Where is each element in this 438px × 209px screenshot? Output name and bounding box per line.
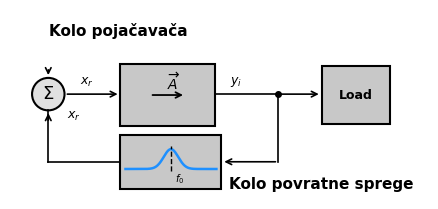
Text: $x_r$: $x_r$ [80,76,94,89]
Circle shape [32,78,64,110]
Text: $y_i$: $y_i$ [230,75,242,89]
Bar [120,135,222,189]
Bar [120,64,215,126]
Text: $f_0$: $f_0$ [176,172,185,186]
Text: $\overrightarrow{A}$: $\overrightarrow{A}$ [166,71,180,93]
Text: Kolo povratne sprege: Kolo povratne sprege [229,177,413,192]
Bar [321,66,390,124]
Text: $\Sigma$: $\Sigma$ [42,85,54,103]
Text: $x_r$: $x_r$ [67,110,81,123]
Text: Load: Load [339,89,373,102]
Text: Kolo pojačavača: Kolo pojačavača [49,23,188,39]
